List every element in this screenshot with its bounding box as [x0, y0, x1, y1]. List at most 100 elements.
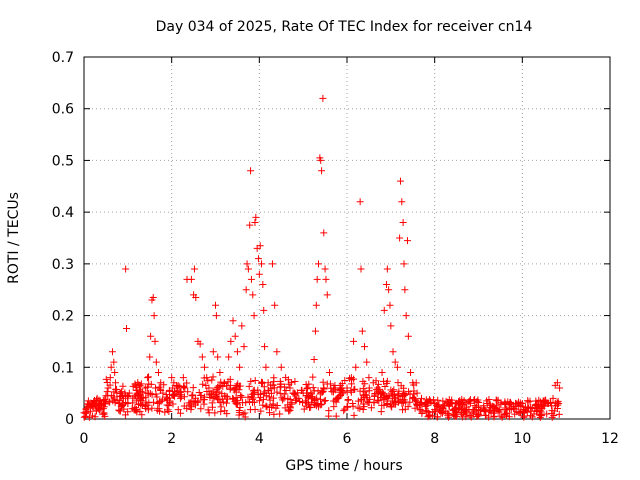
- noise-point: [269, 381, 277, 389]
- noise-point: [211, 409, 219, 417]
- noise-point: [310, 401, 318, 409]
- data-point: [295, 394, 303, 402]
- data-point: [308, 394, 316, 402]
- noise-point: [246, 398, 254, 406]
- noise-point: [436, 407, 444, 415]
- data-point: [247, 167, 255, 175]
- noise-point: [183, 379, 191, 387]
- data-point: [100, 399, 108, 407]
- noise-point: [343, 402, 351, 410]
- noise-point: [153, 393, 161, 401]
- data-point: [540, 402, 548, 410]
- data-point: [396, 234, 404, 242]
- noise-point: [458, 406, 466, 414]
- data-point: [317, 156, 325, 164]
- data-point: [277, 363, 285, 371]
- data-point: [553, 379, 561, 387]
- noise-point: [180, 402, 188, 410]
- data-point: [144, 374, 152, 382]
- noise-point: [332, 412, 340, 420]
- data-point: [304, 384, 312, 392]
- noise-point: [462, 413, 470, 421]
- data-point: [243, 260, 251, 268]
- data-point: [91, 402, 99, 410]
- noise-point: [266, 396, 274, 404]
- noise-point: [317, 401, 325, 409]
- noise-point: [81, 412, 89, 420]
- noise-point: [424, 413, 432, 421]
- data-point: [151, 337, 159, 345]
- noise-point: [103, 388, 111, 396]
- data-point: [82, 405, 90, 413]
- noise-point: [100, 410, 108, 418]
- noise-point: [169, 384, 177, 392]
- data-point: [431, 399, 439, 407]
- noise-point: [550, 411, 558, 419]
- noise-point: [300, 405, 308, 413]
- noise-point: [132, 406, 140, 414]
- noise-point: [282, 387, 290, 395]
- data-point: [259, 281, 267, 289]
- noise-point: [532, 397, 540, 405]
- noise-point: [341, 377, 349, 385]
- noise-point: [273, 401, 281, 409]
- noise-point: [237, 392, 245, 400]
- noise-point: [550, 407, 558, 415]
- data-point: [157, 379, 165, 387]
- data-point: [104, 384, 112, 392]
- data-point: [113, 389, 121, 397]
- data-point: [350, 337, 358, 345]
- noise-point: [189, 384, 197, 392]
- data-point: [399, 218, 407, 226]
- data-point: [133, 397, 141, 405]
- noise-point: [273, 388, 281, 396]
- noise-point: [439, 404, 447, 412]
- data-point: [501, 399, 509, 407]
- noise-point: [316, 390, 324, 398]
- noise-point: [383, 379, 391, 387]
- noise-point: [129, 382, 137, 390]
- noise-point: [144, 373, 152, 381]
- data-point: [207, 389, 215, 397]
- noise-point: [176, 409, 184, 417]
- noise-point: [262, 402, 270, 410]
- noise-point: [371, 391, 379, 399]
- chart-title: Day 034 of 2025, Rate Of TEC Index for r…: [156, 19, 533, 35]
- noise-point: [215, 388, 223, 396]
- noise-point: [505, 401, 513, 409]
- data-point: [212, 312, 220, 320]
- data-point: [466, 397, 474, 405]
- noise-point: [288, 399, 296, 407]
- data-point: [273, 348, 281, 356]
- noise-point: [307, 390, 315, 398]
- noise-point: [434, 396, 442, 404]
- y-tick-label: 0.1: [52, 360, 74, 376]
- data-point: [192, 293, 200, 301]
- noise-point: [148, 404, 156, 412]
- data-point: [236, 363, 244, 371]
- noise-point: [361, 380, 369, 388]
- data-point: [250, 312, 258, 320]
- data-point: [155, 368, 163, 376]
- x-axis-label: GPS time / hours: [285, 458, 402, 474]
- noise-point: [216, 399, 224, 407]
- data-point: [422, 399, 430, 407]
- data-point: [172, 389, 180, 397]
- data-point: [117, 402, 125, 410]
- noise-point: [249, 394, 257, 402]
- data-point: [150, 312, 158, 320]
- noise-point: [258, 379, 266, 387]
- data-point: [318, 167, 326, 175]
- noise-point: [119, 401, 127, 409]
- data-point: [282, 374, 290, 382]
- noise-point: [280, 394, 288, 402]
- noise-point: [174, 406, 182, 414]
- data-point: [176, 394, 184, 402]
- noise-point: [474, 411, 482, 419]
- noise-point: [232, 383, 240, 391]
- noise-point: [118, 388, 126, 396]
- data-point: [181, 384, 189, 392]
- noise-point: [296, 397, 304, 405]
- noise-point: [236, 403, 244, 411]
- data-point: [271, 301, 279, 309]
